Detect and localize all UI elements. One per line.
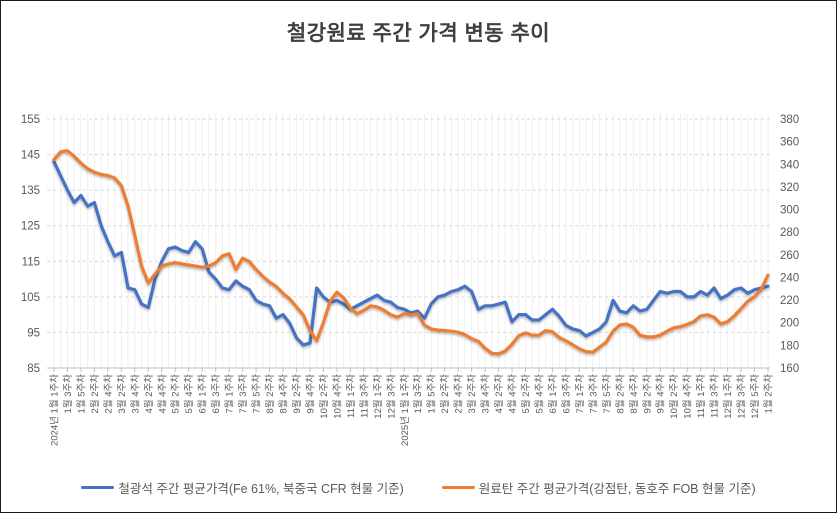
- plot-area: 85 95 105 115 125 135 145 155 160 180 200 220 240 260…: [21, 114, 799, 446]
- series-line-coking-coal: [52, 149, 770, 356]
- x-axis-label: 2월 2주차: [89, 374, 101, 414]
- x-axis-label: 6월 1주차: [197, 374, 209, 414]
- left-axis-tick-label: 95: [27, 327, 40, 339]
- x-axis-label: 8월 2주차: [264, 374, 276, 414]
- x-axis-label: 8월 4주차: [628, 374, 640, 414]
- x-axis-label: 1월 2주차: [763, 374, 775, 414]
- right-axis-tick-label: 320: [780, 182, 799, 194]
- x-axis-label: 5월 2주차: [520, 374, 532, 414]
- x-axis-label: 7월 1주차: [224, 374, 236, 414]
- x-axis-label: 11월 3주차: [358, 374, 370, 418]
- right-axis-tick-label: 280: [780, 227, 799, 239]
- left-axis-tick-label: 125: [21, 221, 40, 233]
- x-axis-label: 1월 5주차: [426, 374, 438, 414]
- x-axis-label: 12월 3주차: [385, 374, 397, 419]
- legend-label-iron-ore: 철광석 주간 평균가격(Fe 61%, 북중국 CFR 현물 기준): [118, 482, 404, 496]
- x-axis-label: 11월 1주차: [345, 374, 357, 418]
- x-axis-label: 9월 4주차: [304, 374, 316, 414]
- x-axis-label: 6월 1주차: [547, 374, 559, 414]
- x-axis-label: 6월 3주차: [560, 374, 572, 414]
- iron-ore-line-marker-icon: [81, 485, 115, 490]
- x-axis-label: 10월 4주차: [682, 374, 694, 419]
- left-axis-tick-label: 115: [22, 256, 40, 268]
- series-line-iron-ore: [52, 160, 770, 347]
- x-axis-label: 8월 2주차: [614, 374, 626, 414]
- x-axis-label: 7월 5주차: [251, 374, 263, 414]
- x-axis-label: 10월 4주차: [331, 374, 343, 419]
- right-axis-tick-label: 220: [780, 295, 799, 307]
- x-axis-label: 2025년 1월 1주차: [399, 374, 411, 446]
- right-axis-tick-label: 160: [780, 363, 799, 375]
- x-axis-label: 4월 4주차: [507, 374, 519, 414]
- legend-item-coking-coal: 원료탄 주간 평균가격(강점탄, 동호주 FOB 현물 기준): [441, 478, 756, 497]
- coking-coal-line-marker-icon: [441, 485, 475, 490]
- x-axis-label: 3월 4주차: [480, 374, 492, 414]
- x-axis-label: 3월 4주차: [129, 374, 141, 414]
- legend-item-iron-ore: 철광석 주간 평균가격(Fe 61%, 북중국 CFR 현물 기준): [81, 478, 404, 497]
- x-axis-label: 2월 2주차: [439, 374, 451, 414]
- x-axis-label: 4월 2주차: [493, 374, 505, 414]
- x-axis-label: 12월 3주차: [736, 374, 748, 419]
- x-axis-label: 12월 1주차: [722, 374, 734, 419]
- x-axis-label: 9월 2주차: [291, 374, 303, 414]
- right-axis-tick-label: 380: [780, 114, 799, 126]
- x-axis-label: 2월 4주차: [102, 374, 114, 414]
- chart-title: 철강원료 주간 가격 변동 추이: [286, 22, 551, 45]
- left-axis-tick-label: 105: [21, 292, 40, 304]
- x-axis-label: 8월 4주차: [278, 374, 290, 414]
- left-axis-tick-label: 145: [21, 150, 40, 162]
- x-axis-label: 12월 5주차: [749, 374, 761, 419]
- right-axis-tick-label: 260: [780, 250, 799, 262]
- x-axis-label: 2월 4주차: [453, 374, 465, 414]
- x-axis-label: 5월 4주차: [533, 374, 545, 414]
- x-axis-label: 9월 2주차: [641, 374, 653, 414]
- x-axis-label: 12월 1주차: [372, 374, 384, 419]
- x-axis-label: 10월 2주차: [318, 374, 330, 419]
- x-axis-label: 7월 3주차: [237, 374, 249, 414]
- x-axis-label: 3월 2주차: [116, 374, 128, 414]
- chart-legend: 철광석 주간 평균가격(Fe 61%, 북중국 CFR 현물 기준) 원료탄 주…: [1, 478, 836, 497]
- right-axis-tick-label: 180: [780, 340, 799, 352]
- right-axis-tick-label: 340: [780, 159, 799, 171]
- x-axis-label: 3월 2주차: [466, 374, 478, 414]
- right-axis-tick-label: 300: [780, 205, 799, 217]
- x-axis-label: 7월 3주차: [587, 374, 599, 414]
- x-axis-label: 11월 3주차: [709, 374, 721, 418]
- left-axis-tick-label: 135: [21, 185, 40, 197]
- x-axis-label: 1월 5주차: [75, 374, 87, 414]
- x-axis-label: 1월 3주차: [412, 374, 424, 414]
- x-axis-label: 10월 2주차: [668, 374, 680, 419]
- x-axis-label: 4월 2주차: [143, 374, 155, 414]
- x-axis-label: 6월 3주차: [210, 374, 222, 414]
- x-axis-label: 7월 1주차: [574, 374, 586, 414]
- legend-label-coking-coal: 원료탄 주간 평균가격(강점탄, 동호주 FOB 현물 기준): [478, 482, 756, 496]
- x-axis-label: 11월 1주차: [695, 374, 707, 418]
- x-axis-label: 7월 5주차: [601, 374, 613, 414]
- left-axis-tick-label: 85: [27, 363, 40, 375]
- x-axis-label: 4월 4주차: [156, 374, 168, 414]
- x-axis-label: 5월 2주차: [170, 374, 182, 414]
- x-axis-label: 5월 4주차: [183, 374, 195, 414]
- right-axis-tick-label: 240: [780, 272, 799, 284]
- right-axis-tick-label: 360: [780, 137, 799, 149]
- x-axis-label: 9월 4주차: [655, 374, 667, 414]
- x-axis-label: 1월 3주차: [62, 374, 74, 414]
- x-axis-label: 2024년 1월 1주차: [49, 374, 61, 446]
- right-axis-tick-label: 200: [780, 318, 799, 330]
- left-axis-tick-label: 155: [21, 114, 40, 126]
